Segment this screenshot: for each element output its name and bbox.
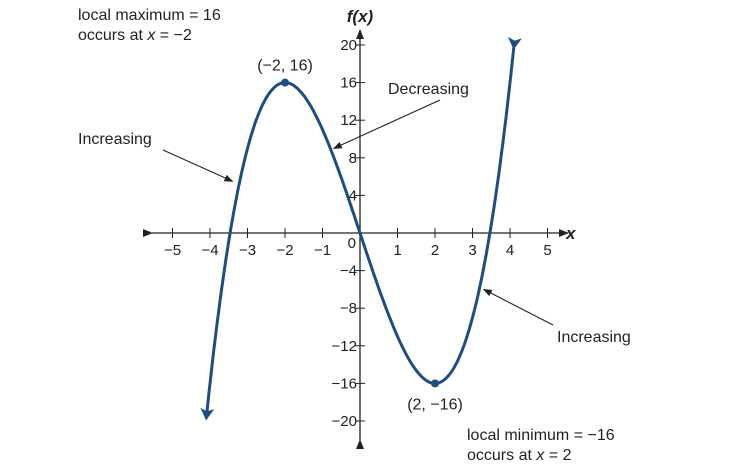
x-tick-label: −5 [164,242,181,259]
local-max-location: occurs at x = −2 [78,26,221,46]
function-curve [200,36,522,421]
annotation-label: Decreasing [388,81,469,98]
x-tick-label: −3 [239,242,256,259]
local-maximum-point [281,78,289,87]
y-tick-label: 20 [340,37,357,54]
x-tick-label: −2 [276,242,293,259]
y-tick-label: 8 [349,150,357,167]
x-axis-label: x [565,224,577,243]
note-text: occurs at [467,447,537,464]
y-tick-label: −4 [340,263,357,280]
x-tick-label: 3 [468,242,476,259]
annotation-label: Increasing [78,131,152,148]
x-tick-label: 2 [431,242,439,259]
local-max-value: local maximum = 16 [78,7,221,24]
annotation-arrow [482,288,554,326]
origin-label: 0 [348,235,356,252]
note-var: x [536,447,545,464]
note-text: occurs at [78,27,148,44]
x-tick-label: 5 [543,242,551,259]
x-tick-label: 4 [506,242,514,259]
local-minimum-point [431,379,439,388]
y-tick-label: 16 [340,75,357,92]
x-tick-label: 1 [393,242,401,259]
y-tick-label: −8 [340,300,357,317]
y-axis-label: f(x) [347,7,374,26]
x-tick-label: −1 [314,242,331,259]
note-var: x [147,27,156,44]
x-tick-label: −4 [201,242,218,259]
y-tick-label: −16 [332,375,357,392]
annotation-label: Increasing [557,329,631,346]
note-text: = 2 [544,447,572,464]
local-maximum-label: (−2, 16) [257,58,313,75]
local-min-value: local minimum = −16 [467,427,615,444]
local-max-note: local maximum = 16 occurs at x = −2 [78,6,221,46]
annotation-arrow [332,99,441,149]
local-minimum-label: (2, −16) [407,396,463,413]
y-tick-label: 12 [340,112,357,129]
annotation-arrow [162,149,234,182]
local-min-note: local minimum = −16 occurs at x = 2 [467,426,615,466]
note-text: = −2 [155,27,192,44]
y-tick-label: −20 [332,413,357,430]
local-min-location: occurs at x = 2 [467,446,615,466]
y-tick-label: −12 [332,338,357,355]
